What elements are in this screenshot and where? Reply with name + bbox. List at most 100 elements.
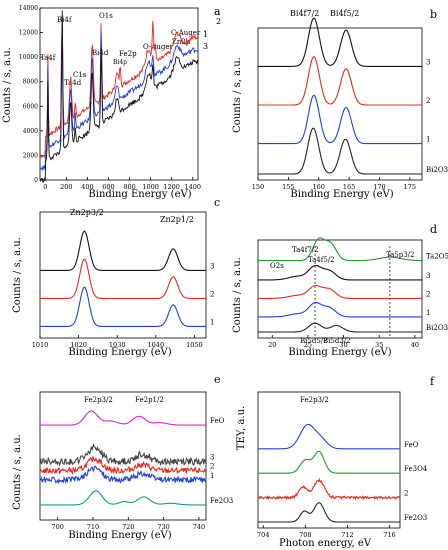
series-line-d-Bi2O3 [258, 322, 422, 333]
x-tick-label-a: 1400 [184, 183, 201, 191]
y-axis-label-f: TEY, a.u. [236, 406, 247, 450]
y-axis-label-a: Counts / s, a.u. [2, 47, 13, 123]
panel-label-e: e [214, 373, 221, 386]
series-line-b-Bi2O3 [258, 127, 422, 175]
y-axis-label-d: Counts / s, a.u. [232, 257, 243, 333]
x-tick-label-c: 1020 [70, 341, 87, 349]
x-tick-label-e: 740 [193, 523, 205, 531]
x-axis-label-a: Binding Energy (eV) [88, 189, 191, 200]
series-label-d-Ta2O5: Ta2O5 [426, 253, 448, 261]
panel-label-a: a [214, 5, 221, 18]
x-tick-label-c: 1050 [186, 341, 203, 349]
x-tick-label-d: 40 [411, 341, 419, 349]
series-label-b-3: 3 [426, 58, 430, 66]
series-line-e-1 [39, 465, 207, 485]
peak-label-bi4f52: Bi4f5/2 [330, 9, 359, 18]
peak-label-d: Bi5d3/2 [323, 337, 351, 345]
series-label-c-2: 2 [210, 290, 214, 298]
series-label-e-3: 3 [210, 454, 214, 462]
x-tick-label-b: 160 [313, 183, 325, 191]
panel-b: b Counts / s, a.u. Binding Energy (eV) B… [232, 8, 437, 200]
series-label-e-1: 1 [210, 472, 214, 480]
annotation-c-auger: C-Auger [171, 29, 201, 37]
plot-frame-f [257, 391, 401, 529]
series-line-e-3 [39, 443, 207, 467]
peak-label-d: Bi5d5/2 [300, 337, 328, 345]
series-label-c-3: 3 [210, 262, 214, 270]
annotation-c1s: C1s [73, 71, 87, 79]
series-label-f-Fe3O4: Fe3O4 [404, 465, 428, 473]
x-axis-label-b: Binding Energy (eV) [290, 189, 393, 200]
plot-e: 700 710 720 730 740 FeO 321 Fe2O3 Fe2p3/2 Fe2p1/2 [39, 391, 233, 531]
series-line-b-1 [258, 94, 422, 145]
series-label-f-Fe2O3: Fe2O3 [404, 514, 427, 522]
panel-label-f: f [430, 375, 435, 388]
panel-f: f TEY, a.u. Photon energy, eV [236, 375, 435, 549]
y-tick-label-a: 0 [34, 177, 38, 184]
series-line-f-Fe2O3 [258, 502, 400, 523]
y-tick-label-a: 12000 [19, 30, 38, 37]
x-tick-label-e: 710 [87, 523, 99, 531]
series-line-c-1 [40, 286, 206, 327]
peak-label-d: Ta4f5/2 [308, 256, 335, 264]
x-axis-label-c: Binding Energy (eV) [68, 347, 171, 358]
series-label-f-2: 2 [404, 490, 408, 498]
plot-frame-e [39, 391, 207, 521]
series-label-e-FeO: FeO [210, 417, 225, 425]
series-line-f-2 [257, 477, 401, 501]
panel-label-b: b [430, 8, 437, 21]
x-tick-label-d: 25 [304, 341, 312, 349]
x-tick-label-a: 0 [43, 183, 47, 191]
x-tick-label-b: 155 [282, 183, 294, 191]
series-label-d-Bi2O3: Bi2O3 [426, 324, 448, 332]
annotation-o-auger: O-Auger [143, 43, 174, 51]
peak-label-f: Fe2p3/2 [300, 396, 329, 404]
series-label-a-1: 1 [203, 30, 208, 39]
series-line-e-2 [39, 456, 207, 476]
annotation-ta4d: Ta4d [64, 79, 82, 87]
panel-c: c Counts / s, a.u. Binding Energy (eV) Z… [12, 196, 220, 358]
x-tick-label-d: 35 [375, 341, 383, 349]
series-line-e-FeO [40, 410, 206, 426]
series-line-e-Fe2O3 [40, 490, 206, 506]
series-line-a-2 [39, 10, 199, 159]
peak-label-bi4f72: Bi4f7/2 [290, 9, 319, 18]
x-axis-label-e: Binding Energy (eV) [68, 530, 171, 541]
x-tick-label-d: 30 [339, 341, 347, 349]
y-tick-label-a: 2000 [23, 152, 38, 159]
annotation-bi4p: Bi4p [113, 59, 127, 66]
y-tick-label-a: 6000 [23, 103, 38, 110]
annotation-bi4f: Bi4f [57, 16, 73, 24]
plot-a: 0 200 400 600 800 1000 1200 1400020004000600080… [19, 5, 201, 191]
plot-frame-c [39, 211, 207, 339]
series-line-c-3 [40, 230, 206, 271]
x-tick-label-c: 1030 [109, 341, 126, 349]
x-tick-label-c: 1010 [32, 341, 49, 349]
series-line-d-1 [258, 301, 422, 318]
x-tick-label-b: 170 [373, 183, 385, 191]
series-line-a-3 [39, 15, 199, 183]
series-line-c-2 [40, 258, 206, 299]
plot-frame-a [39, 7, 199, 181]
x-tick-label-f: 716 [383, 531, 395, 539]
series-line-f-FeO [258, 423, 400, 450]
x-tick-label-e: 700 [51, 523, 63, 531]
x-tick-label-a: 200 [60, 183, 72, 191]
series-line-b-2 [258, 56, 422, 106]
annotation-fe2p-a: Fe2p [119, 50, 137, 58]
y-tick-label-a: 10000 [19, 54, 38, 61]
series-label-b-Bi2O3: Bi2O3 [426, 166, 448, 174]
panel-label-d: d [430, 223, 437, 236]
x-tick-label-f: 708 [299, 531, 311, 539]
x-tick-label-a: 600 [102, 183, 114, 191]
plot-b: 150 155 160 165 170 175 3 2 1 Bi2O3 [252, 17, 448, 191]
x-tick-label-b: 165 [343, 183, 355, 191]
series-label-e-2: 2 [210, 463, 214, 471]
peak-label-d: Ta4f7/2 [292, 246, 319, 254]
y-axis-label-e: Counts / s, a.u. [12, 434, 23, 510]
x-tick-label-a: 400 [81, 183, 93, 191]
x-tick-label-b: 150 [252, 183, 264, 191]
x-tick-label-f: 712 [341, 531, 353, 539]
series-line-f-Fe3O4 [258, 450, 400, 474]
